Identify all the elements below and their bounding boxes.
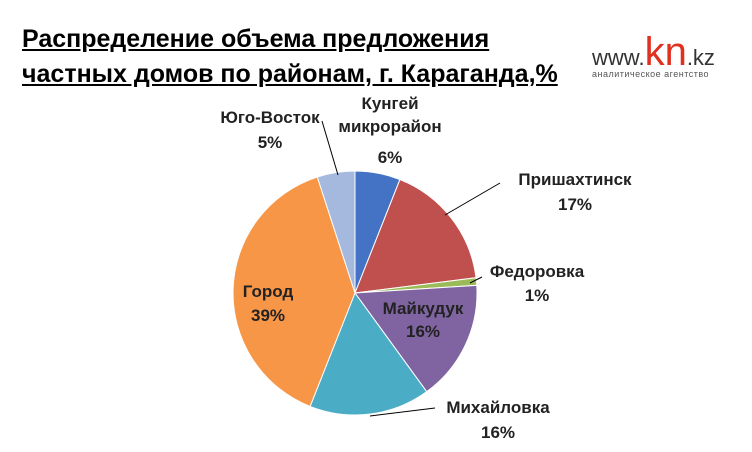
chart-title: Распределение объема предложения частных… bbox=[22, 25, 558, 88]
value-label: 16% bbox=[405, 322, 441, 341]
value-label: 16% bbox=[480, 423, 516, 442]
slice-label: Майкудук bbox=[382, 299, 464, 318]
leader-line bbox=[321, 120, 339, 176]
slice-label: Пришахтинск bbox=[518, 170, 632, 189]
slice-label: Михайловка bbox=[446, 398, 550, 417]
leader-line bbox=[444, 182, 501, 216]
leader-line bbox=[369, 407, 436, 417]
pie-slice bbox=[354, 284, 478, 393]
logo-text: www.kn.kz bbox=[592, 30, 742, 75]
slice-label: Город bbox=[242, 282, 294, 301]
logo-brand: kn bbox=[644, 30, 687, 74]
leader-line bbox=[469, 276, 483, 284]
logo-tagline: аналитическое агентство bbox=[592, 69, 710, 79]
value-label: 6% bbox=[377, 148, 403, 167]
value-label: 1% bbox=[524, 286, 550, 305]
value-label: 39% bbox=[250, 306, 286, 325]
logo-prefix: www. bbox=[592, 45, 645, 70]
pie-slice bbox=[354, 178, 477, 294]
pie-slice bbox=[309, 291, 428, 416]
slice-label: Федоровка bbox=[489, 262, 585, 281]
slice-label: Кунгей микрорайон bbox=[338, 94, 442, 136]
pie-slice bbox=[316, 170, 356, 294]
logo-suffix: .kz bbox=[686, 45, 715, 70]
slice-label: Юго-Восток bbox=[220, 108, 320, 127]
pie-slice bbox=[232, 176, 356, 408]
logo: www.kn.kz аналитическое агентство bbox=[592, 30, 742, 79]
value-label: 17% bbox=[557, 195, 593, 214]
value-label: 5% bbox=[257, 133, 283, 152]
